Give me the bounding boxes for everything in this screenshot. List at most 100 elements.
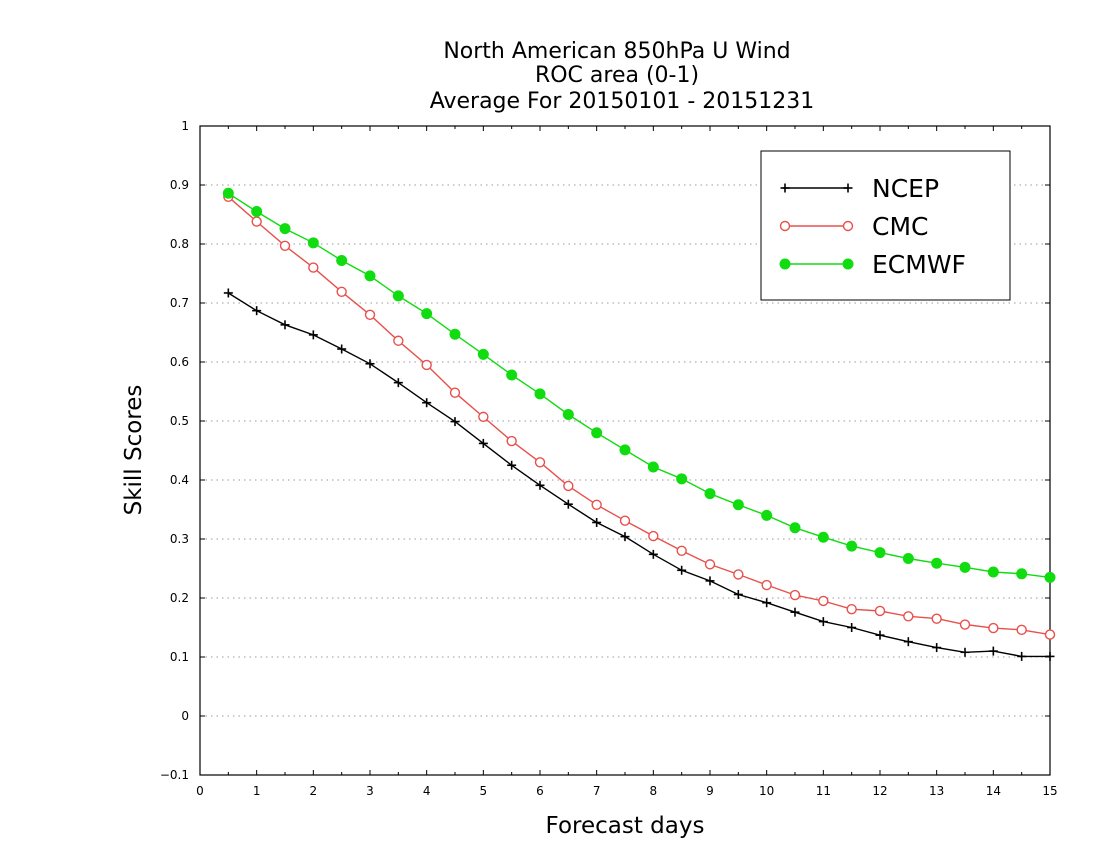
data-point-cmc xyxy=(336,286,347,297)
data-point-ncep xyxy=(280,320,290,330)
data-point-cmc xyxy=(733,569,744,580)
data-point-cmc xyxy=(364,309,376,320)
legend-marker-ecmwf xyxy=(842,258,854,270)
data-point-ncep xyxy=(337,344,347,354)
legend-label-cmc: CMC xyxy=(872,212,928,241)
data-point-ecmwf xyxy=(591,427,603,439)
legend-item-ecmwf: ECMWF xyxy=(779,250,966,279)
x-tick-label: 11 xyxy=(816,784,831,798)
y-tick-label: −0.1 xyxy=(160,768,189,782)
x-tick-label: 1 xyxy=(253,784,261,798)
data-point-ncep xyxy=(705,576,715,586)
data-point-cmc xyxy=(959,619,971,630)
data-point-ecmwf xyxy=(1044,571,1056,583)
data-point-ncep xyxy=(223,288,233,298)
data-point-ecmwf xyxy=(222,187,234,199)
data-point-cmc xyxy=(676,545,687,556)
data-point-ncep xyxy=(308,330,318,340)
x-tick-label: 3 xyxy=(366,784,374,798)
y-tick-label: 0.1 xyxy=(170,650,189,664)
data-point-cmc xyxy=(903,611,914,622)
series-cmc xyxy=(223,191,1056,640)
data-point-cmc xyxy=(421,359,432,371)
data-point-cmc xyxy=(279,240,291,251)
data-point-ecmwf xyxy=(336,255,348,267)
data-point-ecmwf xyxy=(817,531,829,543)
data-point-ncep xyxy=(932,643,942,653)
chart-title: North American 850hPa U Wind ROC area (0… xyxy=(430,39,815,114)
data-point-ncep xyxy=(988,646,998,656)
data-point-ecmwf xyxy=(761,509,773,521)
data-point-ecmwf xyxy=(279,223,291,235)
data-point-cmc xyxy=(393,335,404,346)
data-point-cmc xyxy=(534,457,546,468)
data-point-ecmwf xyxy=(562,409,574,421)
data-point-cmc xyxy=(1044,629,1056,640)
x-tick-label: 12 xyxy=(872,784,887,798)
y-tick-label: 0.7 xyxy=(170,296,189,310)
data-point-ecmwf xyxy=(846,540,858,552)
legend-marker-cmc xyxy=(779,220,791,232)
x-tick-label: 9 xyxy=(706,784,714,798)
series-ncep xyxy=(223,288,1055,661)
data-point-ncep xyxy=(478,438,488,448)
series-layer xyxy=(222,187,1056,661)
legend-marker-ecmwf xyxy=(779,258,791,270)
data-point-ncep xyxy=(450,417,460,427)
data-point-ecmwf xyxy=(676,473,688,485)
data-point-ecmwf xyxy=(251,206,263,218)
data-point-ecmwf xyxy=(477,348,489,360)
data-point-ncep xyxy=(790,607,800,617)
data-point-ecmwf xyxy=(364,270,376,282)
data-point-ncep xyxy=(762,598,772,608)
data-point-cmc xyxy=(591,499,602,510)
x-axis-label: Forecast days xyxy=(546,813,705,839)
data-point-ecmwf xyxy=(421,308,433,320)
x-tick-label: 5 xyxy=(480,784,488,798)
data-point-ncep xyxy=(960,647,970,657)
data-point-ecmwf xyxy=(902,552,914,564)
legend-marker-ncep xyxy=(780,183,790,193)
data-point-ncep xyxy=(1045,651,1055,661)
data-point-cmc xyxy=(648,530,659,542)
legend-label-ncep: NCEP xyxy=(872,174,939,203)
data-point-ncep xyxy=(393,378,403,388)
title-line-1: North American 850hPa U Wind xyxy=(443,39,790,64)
data-point-cmc xyxy=(308,262,319,273)
y-tick-label: 0 xyxy=(181,709,189,723)
data-point-ecmwf xyxy=(987,566,999,578)
data-point-cmc xyxy=(1016,624,1027,636)
data-point-ncep xyxy=(648,549,658,559)
axis-ticks: −0.100.10.20.30.40.50.60.70.80.910 1 2 3 4 5 6… xyxy=(160,119,1058,798)
y-axis-label: Skill Scores xyxy=(121,385,147,516)
data-point-ncep xyxy=(365,359,375,369)
x-tick-label: 7 xyxy=(593,784,601,798)
x-tick-label: 14 xyxy=(986,784,1001,798)
data-point-ncep xyxy=(620,532,630,542)
data-point-ncep xyxy=(677,565,687,575)
legend-item-cmc: CMC xyxy=(779,212,928,241)
data-point-ecmwf xyxy=(647,461,659,473)
x-tick-label: 6 xyxy=(536,784,544,798)
legend-item-ncep: NCEP xyxy=(780,174,939,203)
data-point-ecmwf xyxy=(704,488,716,500)
data-point-ncep xyxy=(875,630,885,640)
y-tick-label: 0.6 xyxy=(170,355,189,369)
data-point-cmc xyxy=(251,216,262,227)
data-point-ecmwf xyxy=(789,522,801,534)
x-tick-label: 8 xyxy=(650,784,658,798)
legend: NCEP CMC ECMWF xyxy=(760,150,1011,301)
x-tick-label: 2 xyxy=(310,784,318,798)
data-point-cmc xyxy=(704,559,716,570)
data-point-ecmwf xyxy=(1016,568,1028,580)
data-point-ncep xyxy=(563,499,573,509)
data-point-ncep xyxy=(535,480,545,490)
data-point-ncep xyxy=(507,460,517,470)
data-point-ncep xyxy=(252,306,262,316)
data-point-cmc xyxy=(789,589,801,601)
legend-marker-ncep xyxy=(843,183,853,193)
data-point-ncep xyxy=(847,623,857,632)
series-line-ncep xyxy=(227,292,1050,658)
data-point-ncep xyxy=(1017,651,1027,661)
